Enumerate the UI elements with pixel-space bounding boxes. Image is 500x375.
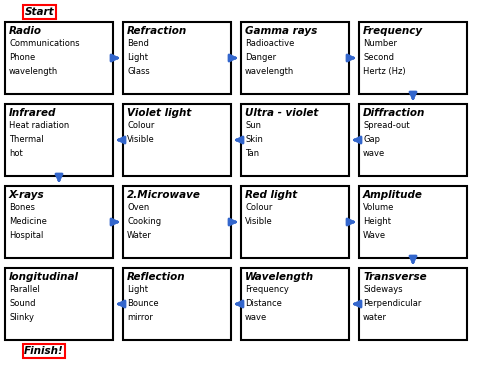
Text: Wave: Wave	[363, 231, 386, 240]
Text: hot: hot	[9, 149, 23, 158]
Text: X-rays: X-rays	[9, 190, 44, 200]
Bar	[359, 268, 467, 340]
Text: Height: Height	[363, 217, 391, 226]
Text: Skin: Skin	[245, 135, 263, 144]
Bar	[241, 104, 349, 176]
Text: Hertz (Hz): Hertz (Hz)	[363, 67, 406, 76]
Text: Bones: Bones	[9, 203, 35, 212]
Text: Bounce: Bounce	[127, 299, 158, 308]
Bar	[5, 22, 113, 94]
Text: Thermal: Thermal	[9, 135, 43, 144]
Text: Slinky: Slinky	[9, 313, 34, 322]
Text: water: water	[363, 313, 387, 322]
Text: Phone: Phone	[9, 53, 35, 62]
Text: Frequency: Frequency	[363, 26, 423, 36]
Text: wavelength: wavelength	[9, 67, 58, 76]
Text: Radio: Radio	[9, 26, 42, 36]
Bar	[123, 104, 231, 176]
Text: Visible: Visible	[127, 135, 155, 144]
Text: Oven: Oven	[127, 203, 149, 212]
Bar	[359, 22, 467, 94]
Text: Sun: Sun	[245, 121, 261, 130]
Text: Second: Second	[363, 53, 394, 62]
Bar	[5, 186, 113, 258]
Text: Wavelength: Wavelength	[245, 272, 314, 282]
Text: Reflection: Reflection	[127, 272, 186, 282]
Text: Heat radiation: Heat radiation	[9, 121, 69, 130]
Bar	[23, 344, 65, 358]
Text: Light: Light	[127, 53, 148, 62]
Text: Start: Start	[24, 7, 54, 17]
Text: Amplitude: Amplitude	[363, 190, 423, 200]
Text: Sound: Sound	[9, 299, 36, 308]
Text: Visible: Visible	[245, 217, 273, 226]
Text: Parallel: Parallel	[9, 285, 40, 294]
Text: Transverse: Transverse	[363, 272, 426, 282]
Text: Refraction: Refraction	[127, 26, 187, 36]
Text: Perpendicular: Perpendicular	[363, 299, 422, 308]
Text: Light: Light	[127, 285, 148, 294]
Text: Sideways: Sideways	[363, 285, 403, 294]
Text: Glass: Glass	[127, 67, 150, 76]
Text: Hospital: Hospital	[9, 231, 43, 240]
Bar	[241, 268, 349, 340]
Text: Colour: Colour	[127, 121, 154, 130]
Text: Ultra - violet: Ultra - violet	[245, 108, 318, 118]
Text: Violet light: Violet light	[127, 108, 192, 118]
Bar	[23, 5, 56, 19]
Text: Diffraction: Diffraction	[363, 108, 426, 118]
Text: Water: Water	[127, 231, 152, 240]
Bar	[359, 186, 467, 258]
Text: wavelength: wavelength	[245, 67, 294, 76]
Bar	[123, 186, 231, 258]
Text: 2.Microwave: 2.Microwave	[127, 190, 201, 200]
Text: Communications: Communications	[9, 39, 80, 48]
Text: Cooking: Cooking	[127, 217, 161, 226]
Bar	[123, 268, 231, 340]
Bar	[5, 104, 113, 176]
Text: Frequency: Frequency	[245, 285, 289, 294]
Text: Volume: Volume	[363, 203, 394, 212]
Bar	[241, 186, 349, 258]
Bar	[5, 268, 113, 340]
Bar	[359, 104, 467, 176]
Text: mirror: mirror	[127, 313, 153, 322]
Text: Finish!: Finish!	[24, 346, 64, 356]
Text: Tan: Tan	[245, 149, 259, 158]
Text: Red light: Red light	[245, 190, 297, 200]
Text: Spread-out: Spread-out	[363, 121, 410, 130]
Text: Radioactive: Radioactive	[245, 39, 294, 48]
Text: Bend: Bend	[127, 39, 149, 48]
Text: wave: wave	[363, 149, 385, 158]
Text: Number: Number	[363, 39, 397, 48]
Bar	[241, 22, 349, 94]
Text: Medicine: Medicine	[9, 217, 47, 226]
Text: Gap: Gap	[363, 135, 380, 144]
Text: Gamma rays: Gamma rays	[245, 26, 318, 36]
Text: Danger: Danger	[245, 53, 276, 62]
Text: Infrared: Infrared	[9, 108, 56, 118]
Bar	[123, 22, 231, 94]
Text: Colour: Colour	[245, 203, 272, 212]
Text: Distance: Distance	[245, 299, 282, 308]
Text: longitudinal: longitudinal	[9, 272, 79, 282]
Text: wave: wave	[245, 313, 267, 322]
